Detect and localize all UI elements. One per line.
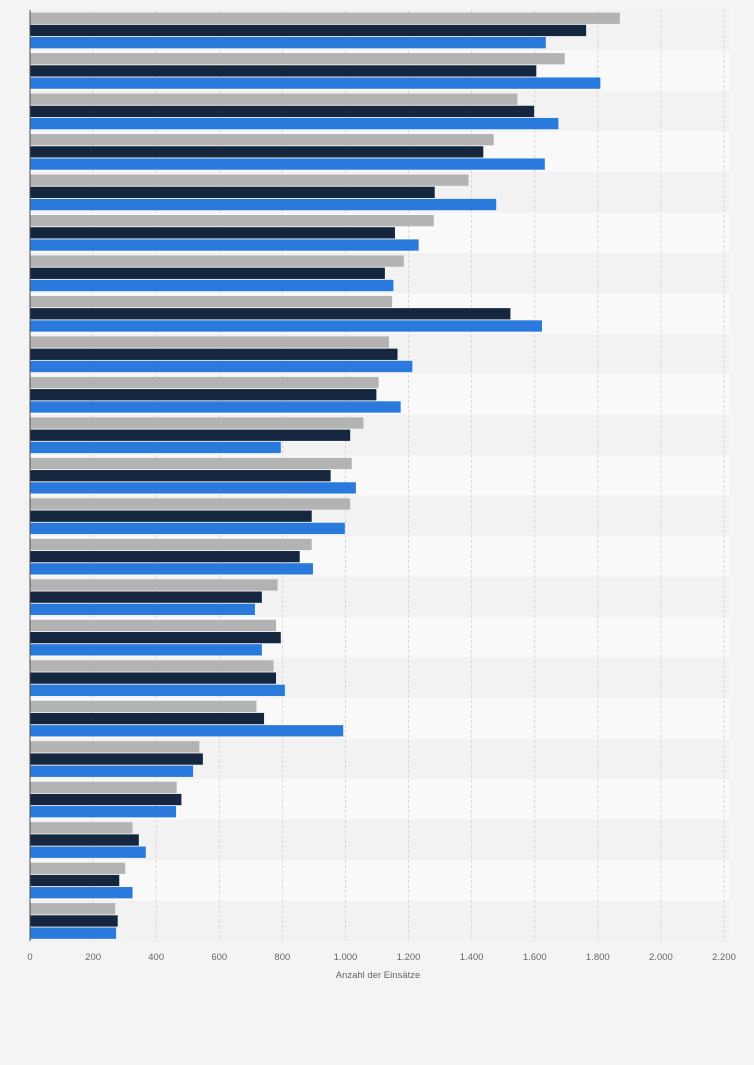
x-tick-label: 1.400 xyxy=(460,952,484,963)
bar xyxy=(30,198,497,211)
bar xyxy=(30,927,117,939)
bar xyxy=(30,105,535,118)
bar xyxy=(30,239,419,251)
bar xyxy=(30,117,559,130)
bar xyxy=(30,186,435,199)
bar xyxy=(30,320,542,332)
bar xyxy=(30,12,620,24)
bar xyxy=(30,834,139,846)
bar xyxy=(30,793,182,806)
x-tick-label: 200 xyxy=(85,952,101,963)
bar xyxy=(30,227,395,239)
bar xyxy=(30,862,126,874)
bar xyxy=(30,806,177,818)
bar xyxy=(30,551,300,563)
x-tick-label: 2.000 xyxy=(649,952,673,963)
x-tick-label: 1.600 xyxy=(523,952,547,963)
bar xyxy=(30,389,377,401)
bar xyxy=(30,603,255,615)
bar xyxy=(30,255,404,267)
x-tick-label: 2.200 xyxy=(712,952,736,963)
row-band xyxy=(30,860,730,901)
bar xyxy=(30,470,331,482)
bar xyxy=(30,146,484,158)
bar xyxy=(30,822,133,834)
bar xyxy=(30,672,277,684)
x-axis-label: Anzahl der Einsätze xyxy=(336,970,421,981)
bar xyxy=(30,619,277,632)
bar xyxy=(30,158,545,170)
bar xyxy=(30,65,537,77)
bar xyxy=(30,77,601,89)
bar xyxy=(30,214,434,227)
bar xyxy=(30,874,120,887)
x-tick-label: 400 xyxy=(148,952,164,963)
bar xyxy=(30,174,469,186)
bar xyxy=(30,522,345,535)
bar xyxy=(30,915,118,927)
bar xyxy=(30,725,344,737)
x-axis-ticks: 0 200 400 600 800 1.000 1.200 1.400 1.600 1.800 2.… xyxy=(27,952,736,963)
bar xyxy=(30,37,546,49)
bar xyxy=(30,482,356,494)
bar xyxy=(30,457,352,470)
bar xyxy=(30,360,413,373)
bar xyxy=(30,887,133,899)
bar xyxy=(30,631,281,644)
x-tick-label: 600 xyxy=(211,952,227,963)
bar xyxy=(30,741,200,753)
x-tick-label: 0 xyxy=(27,952,32,963)
bar xyxy=(30,498,351,510)
bar xyxy=(30,401,401,413)
bar xyxy=(30,267,385,279)
bar xyxy=(30,538,312,551)
bar xyxy=(30,684,285,696)
bar-series xyxy=(30,12,620,939)
bar xyxy=(30,93,518,105)
bar xyxy=(30,376,379,389)
bar xyxy=(30,765,194,777)
bar xyxy=(30,279,394,292)
bar xyxy=(30,700,257,713)
bar xyxy=(30,24,587,37)
bar xyxy=(30,348,398,360)
bar xyxy=(30,712,265,725)
row-band xyxy=(30,819,730,861)
bar xyxy=(30,753,203,765)
bar xyxy=(30,563,313,575)
x-tick-label: 1.800 xyxy=(586,952,610,963)
bar xyxy=(30,336,389,348)
x-tick-label: 1.000 xyxy=(334,952,358,963)
bar xyxy=(30,903,116,915)
bar xyxy=(30,429,351,441)
bar xyxy=(30,846,146,858)
bar xyxy=(30,441,281,454)
x-tick-label: 1.200 xyxy=(397,952,421,963)
bar xyxy=(30,134,494,146)
bar xyxy=(30,295,393,308)
bar xyxy=(30,591,262,603)
bar xyxy=(30,510,312,522)
bar xyxy=(30,781,177,793)
bar xyxy=(30,53,565,65)
x-tick-label: 800 xyxy=(274,952,290,963)
row-band xyxy=(30,900,730,941)
bar xyxy=(30,644,262,656)
bar xyxy=(30,660,274,672)
bar xyxy=(30,417,364,429)
bar xyxy=(30,308,511,320)
bar xyxy=(30,579,278,591)
